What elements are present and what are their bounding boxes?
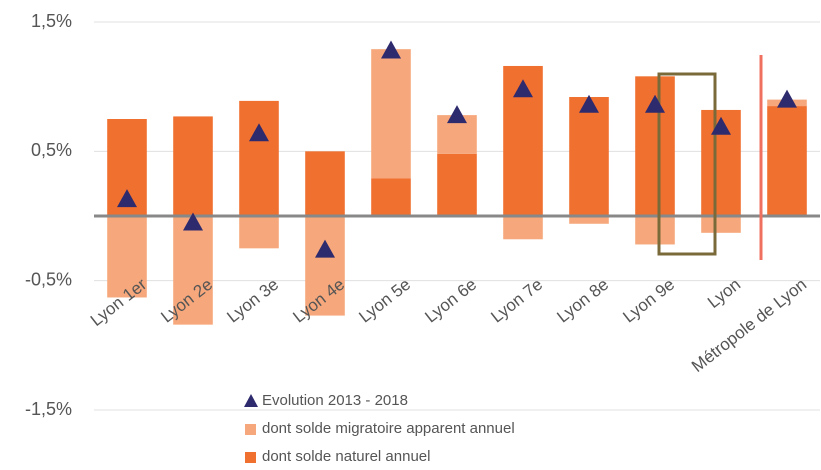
bar — [437, 153, 477, 216]
y-tick-label: -1,5% — [25, 399, 72, 419]
bar — [569, 216, 609, 224]
bar — [569, 97, 609, 216]
bar — [371, 178, 411, 216]
marker — [513, 79, 533, 98]
marker — [117, 189, 137, 208]
marker — [249, 123, 269, 142]
legend-marker — [244, 394, 258, 407]
marker — [381, 40, 401, 59]
marker — [183, 212, 203, 231]
highlight-box — [657, 72, 717, 256]
bar — [305, 151, 345, 216]
bar — [107, 216, 147, 298]
marker — [315, 239, 335, 258]
y-tick-label: 1,5% — [31, 11, 72, 31]
x-tick-label: Lyon 5e — [355, 275, 414, 327]
legend-label: Evolution 2013 - 2018 — [262, 392, 408, 409]
bar — [767, 106, 807, 216]
bar — [701, 216, 741, 233]
legend-marker — [245, 424, 256, 435]
legend-marker — [245, 452, 256, 463]
y-tick-label: -0,5% — [25, 269, 72, 289]
marker — [447, 105, 467, 124]
x-tick-label: Lyon 9e — [619, 275, 678, 327]
bar — [305, 216, 345, 316]
bar — [503, 216, 543, 240]
x-tick-label: Métropole de Lyon — [688, 275, 810, 376]
bar — [635, 216, 675, 245]
marker — [645, 94, 665, 113]
legend-label: dont solde migratoire apparent annuel — [262, 420, 515, 437]
bar — [173, 116, 213, 216]
x-tick-label: Lyon 8e — [553, 275, 612, 327]
y-tick-label: 0,5% — [31, 140, 72, 160]
x-tick-label: Lyon 6e — [421, 275, 480, 327]
x-tick-label: Lyon 7e — [487, 275, 546, 327]
bar — [173, 216, 213, 325]
marker — [711, 116, 731, 135]
marker — [777, 89, 797, 108]
bar — [239, 216, 279, 249]
bar — [371, 49, 411, 179]
bar — [239, 100, 279, 216]
x-tick-label: Lyon 3e — [223, 275, 282, 327]
marker — [579, 94, 599, 113]
legend-label: dont solde naturel annuel — [262, 448, 430, 465]
